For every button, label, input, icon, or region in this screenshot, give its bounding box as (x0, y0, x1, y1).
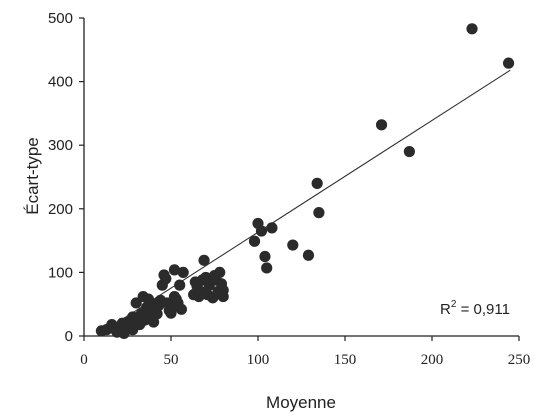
data-point (175, 303, 188, 315)
data-point (311, 177, 323, 189)
x-tick-label: 200 (421, 352, 444, 368)
data-point (168, 264, 181, 276)
x-tick-label: 50 (164, 352, 179, 368)
data-point (174, 279, 186, 291)
r-squared-value: = 0,911 (456, 301, 510, 318)
data-point (302, 249, 315, 261)
y-axis-title: Écart-type (23, 137, 42, 214)
y-tick-label: 200 (48, 201, 73, 218)
r-squared-annotation: R2 = 0,911 (440, 299, 510, 318)
y-tick-label: 300 (48, 137, 73, 154)
x-tick-label: 0 (80, 352, 88, 368)
data-point (287, 239, 299, 251)
data-point (403, 145, 415, 158)
data-point (255, 225, 268, 237)
data-point (217, 284, 229, 296)
data-point (198, 254, 210, 266)
data-point (259, 250, 271, 263)
x-tick-label: 250 (508, 352, 531, 368)
data-point (466, 23, 478, 35)
x-tick-label: 150 (334, 352, 357, 368)
data-point (375, 119, 388, 131)
data-point (313, 207, 325, 219)
y-tick-label: 400 (48, 74, 73, 91)
r-squared-prefix: R (440, 301, 451, 318)
y-tick-label: 100 (48, 264, 73, 281)
trend-line (101, 69, 511, 334)
data-point (177, 266, 189, 278)
tick-labels: 0 100 200 300 400 500 0 50 100 150 200 250 (48, 10, 530, 368)
y-tick-label: 0 (65, 328, 73, 345)
tick-marks (79, 17, 520, 341)
data-point (214, 266, 226, 278)
data-point (248, 235, 261, 247)
data-point (502, 57, 515, 69)
data-point (261, 262, 273, 274)
x-axis-title: Moyenne (266, 393, 336, 412)
r-squared-exponent: 2 (451, 299, 457, 310)
data-point (266, 222, 278, 234)
axes (83, 18, 519, 337)
y-tick-label: 500 (48, 10, 73, 27)
x-tick-label: 100 (247, 352, 270, 368)
data-points (95, 23, 515, 340)
data-point (160, 273, 172, 285)
